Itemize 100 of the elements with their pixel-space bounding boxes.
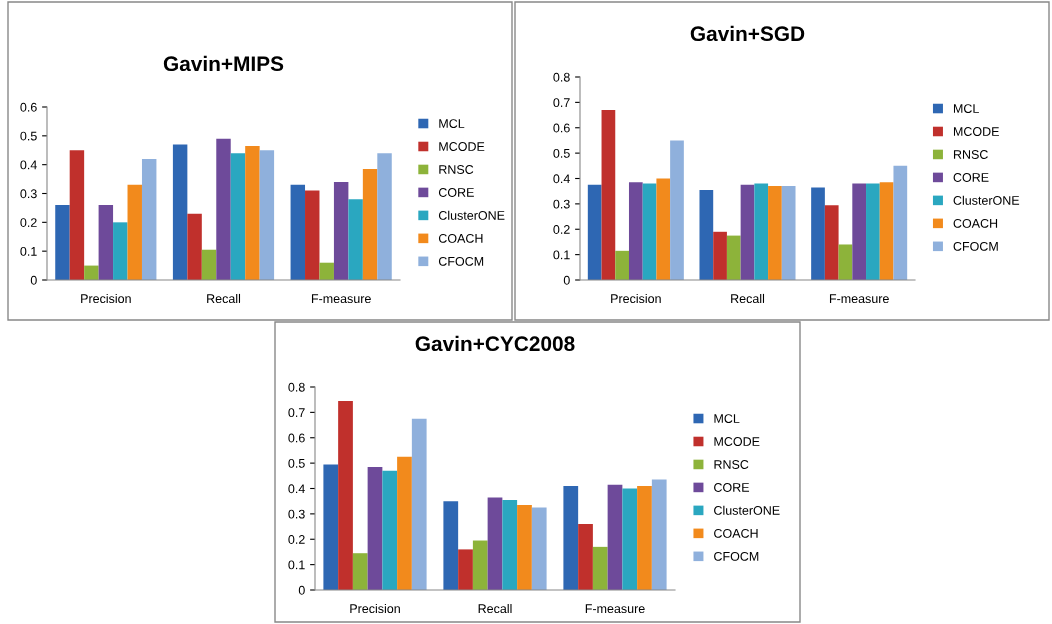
- legend-label: COACH: [714, 528, 758, 538]
- legend-label: CORE: [438, 188, 474, 197]
- bar: [69, 150, 85, 280]
- bar: [740, 184, 755, 280]
- legend-label: RNSC: [439, 165, 474, 174]
- bar: [472, 540, 488, 590]
- bar: [628, 182, 643, 280]
- y-tick-label: 0.8: [288, 382, 305, 392]
- bar: [201, 249, 217, 280]
- y-tick-label: 0.5: [288, 458, 305, 468]
- y-tick-label: 0.4: [553, 174, 570, 184]
- legend-label: COACH: [438, 233, 483, 243]
- bar: [55, 205, 70, 280]
- bar: [348, 199, 363, 280]
- legend-label: CFOCM: [438, 256, 484, 266]
- bar: [642, 183, 657, 280]
- bar: [670, 140, 684, 280]
- y-tick-label: 0.5: [553, 148, 570, 158]
- bar: [382, 470, 398, 590]
- bar: [362, 168, 378, 280]
- bar: [113, 222, 128, 280]
- bar: [290, 184, 306, 280]
- bar: [713, 231, 727, 280]
- bar: [601, 109, 616, 280]
- bar: [411, 418, 427, 590]
- y-tick-label: 0.1: [553, 250, 570, 260]
- chart-title: Gavin+MIPS: [163, 55, 284, 72]
- y-tick-label: 0.6: [20, 102, 37, 112]
- bar: [397, 456, 412, 590]
- legend-label: CORE: [953, 173, 989, 182]
- y-tick-label: 0.3: [288, 509, 305, 519]
- y-tick-label: 0.1: [288, 560, 305, 570]
- bar: [187, 213, 202, 280]
- legend-label: MCL: [439, 119, 465, 128]
- legend-label: MCL: [953, 104, 979, 113]
- bar: [487, 497, 503, 590]
- bar: [578, 524, 593, 590]
- legend-label: MCODE: [439, 142, 485, 151]
- legend-label: MCL: [714, 414, 740, 423]
- legend-label: ClusterONE: [438, 210, 505, 220]
- x-tick-label: F-measure: [829, 294, 889, 304]
- bar: [656, 178, 671, 280]
- y-tick-label: 0.1: [20, 246, 37, 256]
- bar: [754, 183, 769, 280]
- legend-label: MCODE: [714, 437, 760, 446]
- legend-label: CORE: [714, 483, 750, 492]
- y-tick-label: 0.2: [20, 218, 37, 227]
- bar: [893, 165, 908, 280]
- y-tick-label: 0.2: [553, 225, 570, 234]
- y-tick-label: 0.6: [288, 433, 305, 443]
- bar: [726, 235, 741, 280]
- bar: [811, 187, 825, 280]
- bar: [443, 501, 459, 590]
- bar: [323, 464, 339, 590]
- y-tick-label: 0.2: [288, 535, 305, 544]
- y-tick-label: 0.6: [553, 123, 570, 133]
- bar: [824, 205, 839, 280]
- bar: [607, 484, 623, 590]
- bar: [651, 479, 667, 590]
- x-tick-label: Recall: [478, 603, 512, 614]
- bar: [838, 244, 853, 280]
- bar: [517, 504, 532, 590]
- bar: [563, 485, 579, 590]
- bar: [98, 205, 114, 280]
- x-tick-label: Recall: [207, 293, 241, 304]
- bar: [352, 553, 368, 590]
- x-tick-label: Precision: [81, 293, 131, 304]
- legend-label: RNSC: [953, 150, 988, 159]
- y-tick-label: 0.8: [553, 72, 570, 82]
- legend-label: ClusterONE: [953, 195, 1020, 205]
- bar: [699, 189, 714, 280]
- bar: [781, 186, 796, 280]
- y-tick-label: 0: [563, 275, 570, 285]
- bar: [319, 262, 334, 280]
- y-tick-label: 0.7: [288, 408, 305, 418]
- bar: [502, 499, 518, 590]
- bar: [141, 158, 157, 280]
- x-tick-label: F-measure: [311, 294, 371, 304]
- chart-title: Gavin+CYC2008: [415, 335, 575, 352]
- bar: [84, 265, 99, 280]
- bar: [615, 250, 629, 280]
- bar: [637, 485, 652, 590]
- y-tick-label: 0.3: [553, 199, 570, 209]
- y-tick-label: 0.5: [20, 131, 37, 141]
- y-tick-label: 0.3: [20, 189, 37, 199]
- bar: [592, 546, 608, 590]
- bar: [866, 183, 880, 280]
- legend-label: CFOCM: [714, 551, 759, 561]
- bar: [333, 181, 349, 280]
- bar: [852, 183, 867, 280]
- legend-label: COACH: [953, 218, 998, 228]
- bar: [458, 549, 473, 590]
- legend-label: ClusterONE: [714, 505, 780, 515]
- bar: [216, 138, 231, 280]
- bar: [245, 145, 260, 280]
- bar: [259, 150, 275, 280]
- y-tick-label: 0.4: [288, 484, 305, 494]
- legend-label: MCODE: [953, 127, 999, 136]
- bar: [622, 488, 638, 590]
- legend-label: CFOCM: [953, 241, 998, 251]
